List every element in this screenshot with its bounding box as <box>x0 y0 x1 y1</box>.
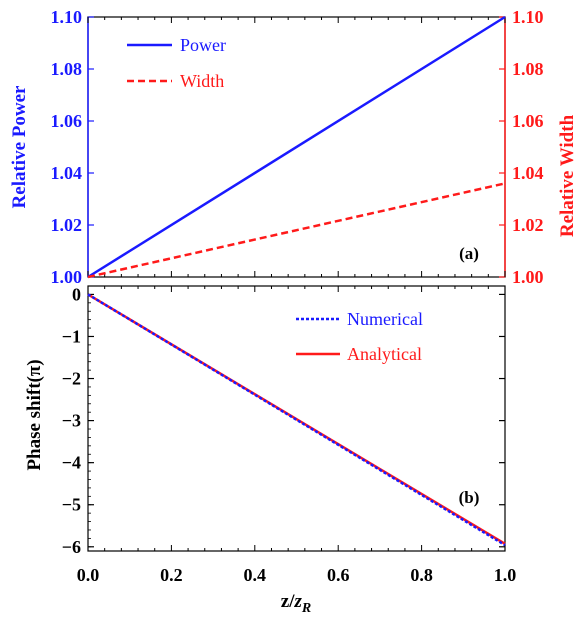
panel-b-series <box>87 293 506 547</box>
panel-b-ytick-label: −5 <box>62 495 81 515</box>
panel-b-ytick-label: −4 <box>62 453 81 473</box>
xlabel-sub: R <box>301 601 311 616</box>
right-ytick-label: 1.00 <box>512 267 544 287</box>
panel-a-series <box>87 15 506 279</box>
panel-b-xtick-label: 0.6 <box>327 565 350 585</box>
panel-b-xtick-label: 0.8 <box>410 565 433 585</box>
panel-b-ytick-label: −1 <box>62 326 81 346</box>
panel-a-right-ylabel: Relative Width <box>557 114 578 237</box>
left-ytick-label: 1.00 <box>51 267 83 287</box>
legend-power-label: Power <box>180 35 226 55</box>
panel-b-ytick-label: −2 <box>62 369 81 389</box>
legend-width-label: Width <box>180 71 224 91</box>
series-line-width <box>87 182 506 279</box>
panel-b: 0 −1 −2 −3 −4 −5 −6 0.0 0.2 0.4 0.6 0.8 1.0 Numerica… <box>24 284 516 616</box>
panel-b-xtick-label: 0.2 <box>160 565 183 585</box>
panel-a-legend: Power Width <box>127 35 226 91</box>
panel-a-label: (a) <box>459 244 479 263</box>
right-ytick-label: 1.10 <box>512 7 544 27</box>
left-ytick-label: 1.08 <box>51 59 83 79</box>
panel-b-xlabel: z/zR <box>281 591 311 616</box>
xlabel-main: z/ <box>281 591 295 612</box>
left-ytick-label: 1.02 <box>51 215 83 235</box>
legend-numerical-label: Numerical <box>347 309 423 329</box>
panel-b-xtick-label: 1.0 <box>494 565 517 585</box>
legend-analytical-label: Analytical <box>347 344 422 364</box>
right-ytick-label: 1.02 <box>512 215 544 235</box>
panel-a: 1.00 1.02 1.04 1.06 1.08 1.10 1.00 1.02 1.04 1.06… <box>9 7 578 287</box>
panel-b-frame <box>87 285 506 552</box>
panel-a-left-ylabel: Relative Power <box>9 85 30 208</box>
left-ytick-label: 1.04 <box>51 163 83 183</box>
left-ytick-label: 1.10 <box>51 7 83 27</box>
right-ytick-label: 1.08 <box>512 59 544 79</box>
series-line-numerical <box>87 293 506 547</box>
right-ytick-label: 1.06 <box>512 111 544 131</box>
series-line-power <box>87 15 506 279</box>
panel-b-xtick-label: 0.0 <box>77 565 100 585</box>
panel-b-ytick-label: −6 <box>62 537 81 557</box>
panel-b-ytick-label: −3 <box>62 411 81 431</box>
panel-b-ytick-label: 0 <box>72 284 81 304</box>
panel-a-ticks: 1.00 1.02 1.04 1.06 1.08 1.10 1.00 1.02 1.04 1.06… <box>51 7 544 287</box>
panel-b-ylabel: Phase shift(π) <box>24 359 45 470</box>
left-ytick-label: 1.06 <box>51 111 83 131</box>
panel-b-xtick-label: 0.4 <box>244 565 267 585</box>
panel-b-label: (b) <box>459 488 480 507</box>
xlabel-italic: z <box>293 591 302 612</box>
panel-b-ticks: 0 −1 −2 −3 −4 −5 −6 0.0 0.2 0.4 0.6 0.8 1.0 <box>62 284 517 585</box>
right-ytick-label: 1.04 <box>512 163 544 183</box>
panel-b-legend: Numerical Analytical <box>296 309 423 364</box>
